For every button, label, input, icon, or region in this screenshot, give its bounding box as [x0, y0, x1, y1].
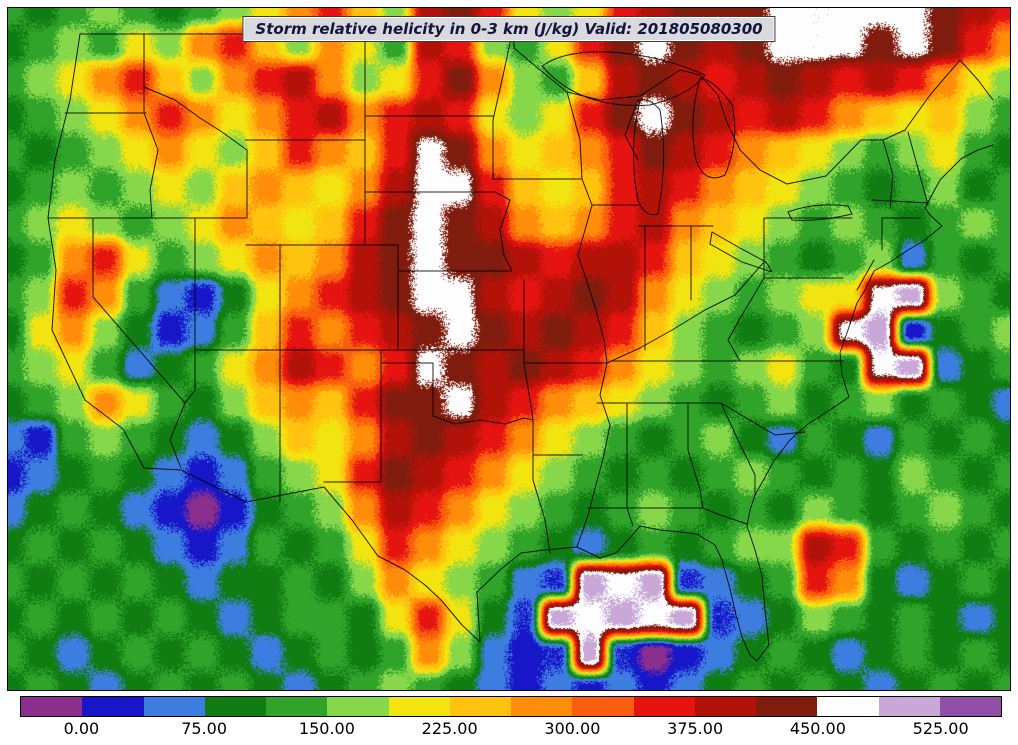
colorbar-tick-label: 525.00 [912, 719, 969, 738]
colorbar-segment [878, 697, 940, 716]
colorbar-segment [511, 697, 573, 716]
colorbar-segment [572, 697, 634, 716]
helicity-field-canvas [8, 8, 1010, 690]
colorbar-segment [204, 697, 266, 716]
colorbar-segment [817, 697, 879, 716]
colorbar-segment [756, 697, 818, 716]
colorbar-tick-label: 150.00 [298, 719, 355, 738]
colorbar-segment [143, 697, 205, 716]
colorbar-tick-label: 225.00 [421, 719, 478, 738]
colorbar-segment [327, 697, 389, 716]
map-title-text: Storm relative helicity in 0-3 km (J/kg)… [255, 20, 763, 38]
colorbar-segment [82, 697, 144, 716]
colorbar-segment [388, 697, 450, 716]
colorbar-segment [939, 697, 1001, 716]
colorbar-tick-label: 450.00 [789, 719, 846, 738]
colorbar-tick-label: 375.00 [667, 719, 724, 738]
colorbar-tick-label: 75.00 [181, 719, 228, 738]
colorbar-segment [633, 697, 695, 716]
colorbar-segment [694, 697, 756, 716]
colorbar-tick-labels: 0.00 75.00 150.00 225.00 300.00 375.00 450.00 5… [0, 719, 1018, 743]
colorbar-segment [266, 697, 328, 716]
colorbar [20, 696, 1002, 717]
colorbar-tick-label: 300.00 [544, 719, 601, 738]
map-title: Storm relative helicity in 0-3 km (J/kg)… [242, 16, 776, 42]
colorbar-tick-label: 0.00 [63, 719, 100, 738]
map-frame [7, 7, 1011, 691]
colorbar-segment [21, 697, 83, 716]
colorbar-segment [449, 697, 511, 716]
